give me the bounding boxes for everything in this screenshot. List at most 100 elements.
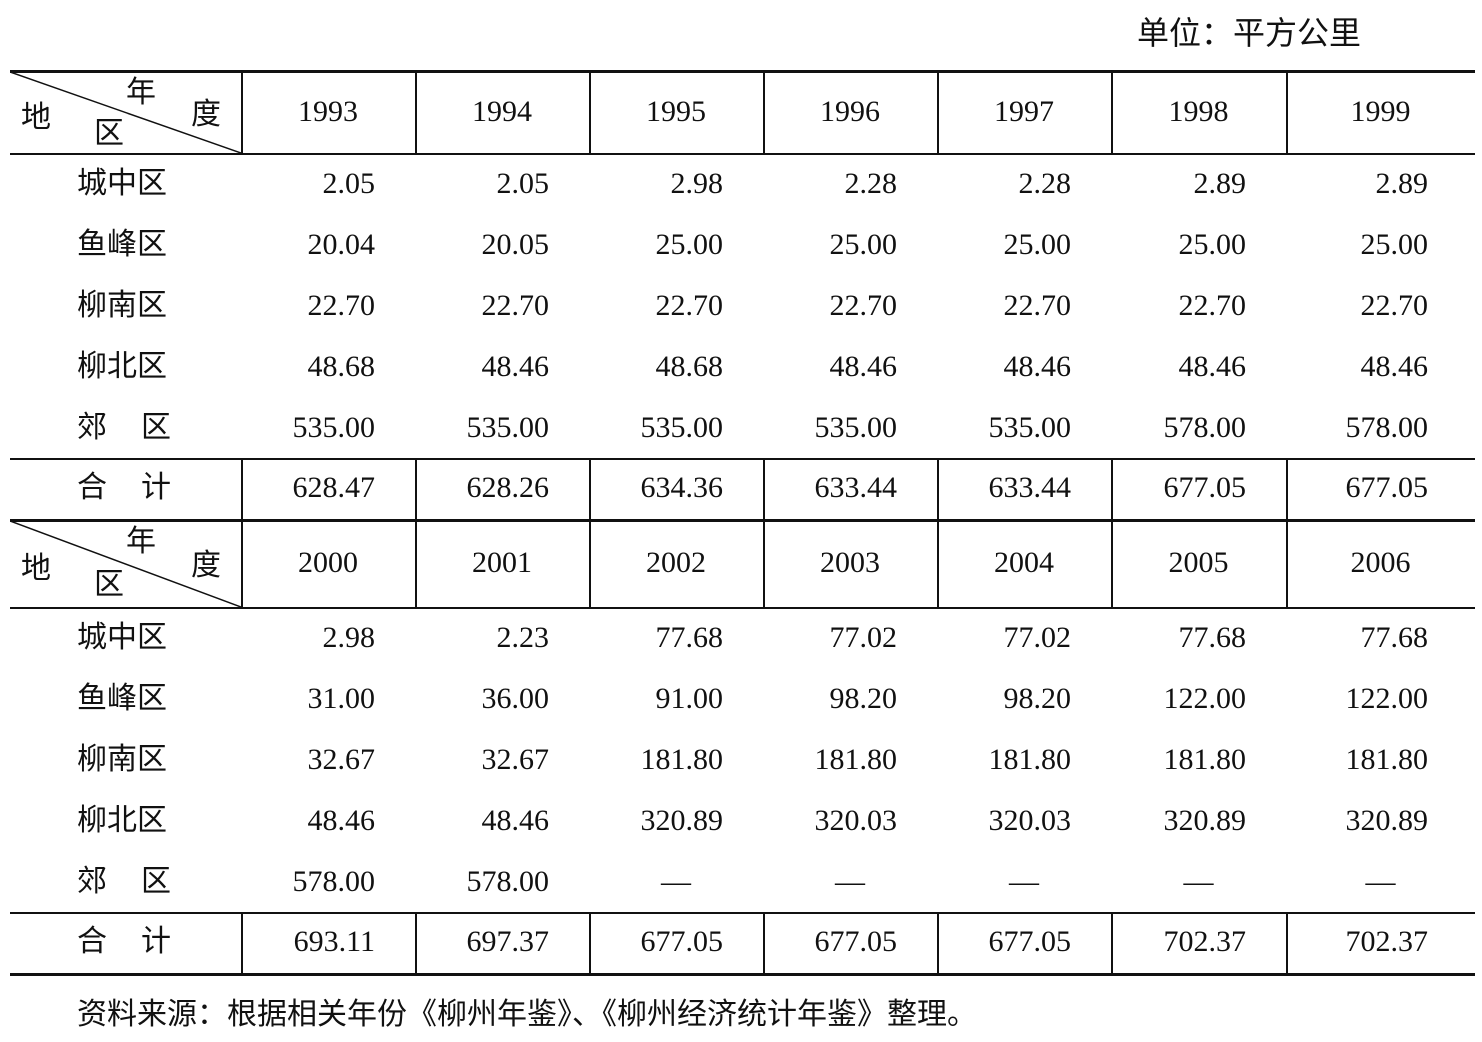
row-value: 20.05 xyxy=(481,228,550,261)
column-rule xyxy=(1286,70,1288,153)
column-rule xyxy=(1286,519,1288,607)
column-header: 1995 xyxy=(646,94,706,128)
row-value: — xyxy=(661,865,691,898)
column-rule xyxy=(937,519,939,607)
unit: 单位：平方公里 xyxy=(1137,15,1362,51)
column-rule xyxy=(415,70,417,153)
column-header: 1993 xyxy=(298,94,358,128)
column-rule xyxy=(241,458,243,519)
row-value: 2.89 xyxy=(1375,167,1429,200)
total-value: 677.05 xyxy=(640,925,724,958)
column-rule xyxy=(763,458,765,519)
row-value: 320.89 xyxy=(1345,804,1429,837)
row-value: 48.46 xyxy=(1003,350,1072,383)
row-value: 578.00 xyxy=(466,865,550,898)
row-value: 25.00 xyxy=(1003,228,1072,261)
row-value: 48.46 xyxy=(481,804,550,837)
total-label: 合计 xyxy=(77,471,205,504)
row-value: 122.00 xyxy=(1163,682,1247,715)
total-value: 633.44 xyxy=(814,471,898,504)
row-value: 2.89 xyxy=(1193,167,1247,200)
row-value: 181.80 xyxy=(1345,743,1429,776)
row-value: 20.04 xyxy=(307,228,376,261)
column-header: 1996 xyxy=(820,94,880,128)
row-value: 32.67 xyxy=(307,743,376,776)
row-value: 48.46 xyxy=(1360,350,1429,383)
total-value: 702.37 xyxy=(1345,925,1429,958)
column-header: 2004 xyxy=(994,546,1054,579)
row-value: 77.02 xyxy=(1003,621,1072,654)
column-rule xyxy=(1111,70,1113,153)
column-header: 2005 xyxy=(1168,546,1229,579)
column-rule xyxy=(1111,458,1113,519)
rule xyxy=(10,458,1475,460)
rule xyxy=(10,519,1475,522)
row-value: 91.00 xyxy=(655,682,724,715)
row-value: — xyxy=(835,865,865,898)
row-value: — xyxy=(1365,865,1396,898)
corner-label: 地 xyxy=(21,101,51,135)
column-header: 2001 xyxy=(472,546,532,579)
row-value: 535.00 xyxy=(640,411,724,444)
corner-diagonal xyxy=(10,71,241,153)
row-value: 31.00 xyxy=(307,682,376,715)
column-rule xyxy=(415,912,417,973)
column-header: 1994 xyxy=(472,94,532,128)
row-value: 22.70 xyxy=(829,289,898,322)
row-value: 22.70 xyxy=(1178,289,1247,322)
row-label: 柳北区 xyxy=(77,350,167,383)
row-value: 2.98 xyxy=(670,167,724,200)
row-value: 98.20 xyxy=(829,682,898,715)
corner-label: 年 xyxy=(126,525,156,559)
row-label: 城中区 xyxy=(77,167,167,200)
rule xyxy=(10,153,1475,155)
corner-label: 区 xyxy=(94,116,124,150)
row-label: 鱼峰区 xyxy=(77,228,167,261)
row-label: 鱼峰区 xyxy=(77,682,167,715)
corner-label: 度 xyxy=(191,98,221,132)
corner-diagonal xyxy=(10,520,241,607)
column-rule xyxy=(1111,912,1113,973)
row-value: 48.46 xyxy=(481,350,550,383)
row-value: 77.68 xyxy=(1178,621,1247,654)
corner-label: 地 xyxy=(21,552,51,586)
row-value: 535.00 xyxy=(466,411,550,444)
row-value: 48.46 xyxy=(829,350,898,383)
column-rule xyxy=(1286,912,1288,973)
row-label: 城中区 xyxy=(77,621,167,654)
row-label: 柳南区 xyxy=(77,289,167,322)
row-value: 2.05 xyxy=(322,167,376,200)
column-rule xyxy=(415,519,417,607)
column-header: 2006 xyxy=(1350,546,1411,579)
row-value: 48.46 xyxy=(1178,350,1247,383)
column-rule xyxy=(241,912,243,973)
column-rule xyxy=(937,70,939,153)
row-value: 181.80 xyxy=(814,743,898,776)
row-value: 48.68 xyxy=(307,350,376,383)
row-value: 32.67 xyxy=(481,743,550,776)
total-value: 677.05 xyxy=(814,925,898,958)
total-value: 628.26 xyxy=(466,471,550,504)
column-header: 1997 xyxy=(994,94,1054,128)
total-value: 633.44 xyxy=(988,471,1072,504)
corner-label: 区 xyxy=(94,568,124,602)
column-rule xyxy=(763,70,765,153)
row-value: 22.70 xyxy=(481,289,550,322)
column-header: 2002 xyxy=(646,546,706,579)
row-value: 320.03 xyxy=(814,804,898,837)
row-value: 25.00 xyxy=(655,228,724,261)
row-value: 181.80 xyxy=(640,743,724,776)
row-value: 181.80 xyxy=(988,743,1072,776)
row-value: — xyxy=(1009,865,1039,898)
row-value: 578.00 xyxy=(1345,411,1429,444)
row-value: 2.28 xyxy=(844,167,898,200)
row-value: 320.89 xyxy=(640,804,724,837)
total-label: 合计 xyxy=(77,925,205,958)
row-value: 36.00 xyxy=(481,682,550,715)
row-value: 2.05 xyxy=(496,167,550,200)
row-value: — xyxy=(1183,865,1214,898)
column-rule xyxy=(937,912,939,973)
total-value: 677.05 xyxy=(1345,471,1429,504)
total-value: 634.36 xyxy=(640,471,724,504)
